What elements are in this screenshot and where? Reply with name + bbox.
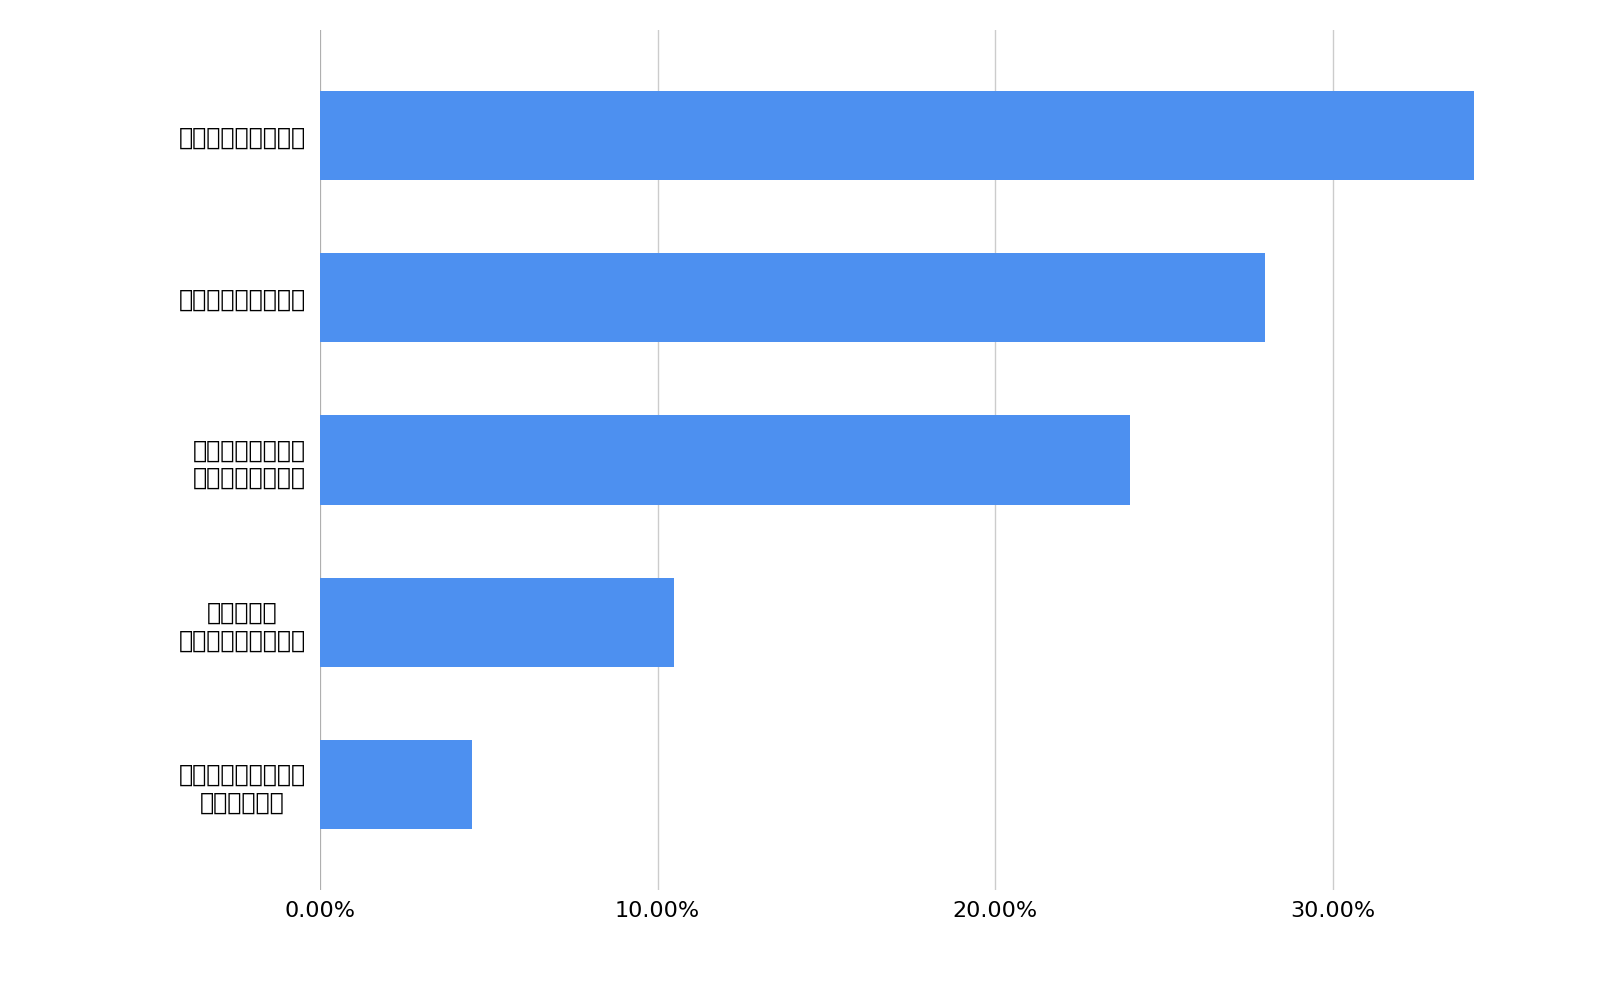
Bar — [320, 740, 472, 829]
Bar — [320, 253, 1266, 342]
Bar — [320, 578, 675, 667]
Bar — [320, 91, 1474, 180]
Bar — [320, 415, 1130, 504]
